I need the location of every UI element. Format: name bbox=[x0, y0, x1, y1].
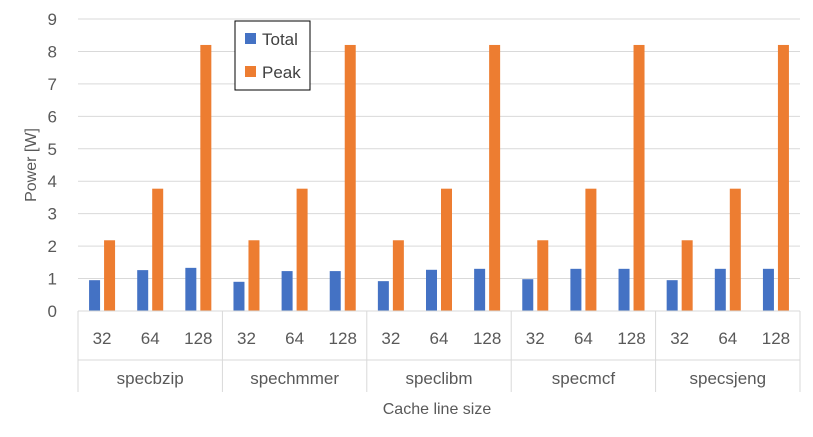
bar-total-specbzip-64 bbox=[137, 270, 149, 311]
bar-peak-speclibm-64 bbox=[441, 188, 452, 311]
bar-peak-specsjeng-32 bbox=[681, 240, 693, 311]
bar-total-specmcf-32 bbox=[522, 279, 534, 311]
x-category-label: 128 bbox=[762, 329, 790, 348]
x-category-label: 64 bbox=[285, 329, 304, 348]
x-category-label: 32 bbox=[237, 329, 256, 348]
y-tick-label: 5 bbox=[48, 140, 57, 159]
bar-total-specmcf-128 bbox=[618, 268, 630, 311]
y-axis-title: Power [W] bbox=[23, 128, 40, 202]
y-axis-ticks: 0 1 2 3 4 5 6 7 8 9 bbox=[48, 10, 57, 321]
bar-peak-specbzip-64 bbox=[152, 188, 164, 311]
bar-peak-speclibm-128 bbox=[489, 44, 501, 311]
y-tick-label: 3 bbox=[48, 205, 57, 224]
x-category-label: 32 bbox=[381, 329, 400, 348]
y-tick-label: 7 bbox=[48, 75, 57, 94]
legend-swatch-total bbox=[245, 33, 256, 44]
bar-peak-spechmmer-128 bbox=[344, 44, 356, 311]
x-category-label: 32 bbox=[670, 329, 689, 348]
legend-label-total: Total bbox=[262, 30, 298, 49]
x-category-label: 32 bbox=[526, 329, 545, 348]
y-tick-label: 6 bbox=[48, 107, 57, 126]
bar-peak-specsjeng-64 bbox=[729, 188, 741, 311]
x-category-label: 128 bbox=[617, 329, 645, 348]
y-tick-label: 2 bbox=[48, 237, 57, 256]
x-group-label: speclibm bbox=[405, 369, 472, 388]
bar-peak-specmcf-32 bbox=[537, 240, 549, 311]
bar-peak-specmcf-128 bbox=[633, 44, 645, 311]
bar-total-speclibm-128 bbox=[474, 268, 486, 311]
legend: Total Peak bbox=[234, 20, 311, 91]
bar-total-speclibm-64 bbox=[426, 269, 437, 311]
gridlines bbox=[78, 18, 800, 312]
bar-peak-spechmmer-32 bbox=[248, 240, 260, 311]
x-category-label: 128 bbox=[329, 329, 357, 348]
bar-peak-speclibm-32 bbox=[392, 240, 404, 311]
bar-peak-specsjeng-128 bbox=[777, 44, 789, 311]
bar-total-spechmmer-128 bbox=[329, 271, 341, 311]
bar-peak-specbzip-128 bbox=[200, 44, 212, 311]
x-category-label: 64 bbox=[430, 329, 449, 348]
bar-total-spechmmer-64 bbox=[281, 271, 293, 311]
bars bbox=[89, 44, 789, 311]
x-axis: 32 64 128 specbzip 32 64 128 spechmmer 32 64 128 sp… bbox=[77, 310, 801, 392]
bar-peak-specmcf-64 bbox=[585, 188, 597, 311]
y-tick-label: 8 bbox=[48, 42, 57, 61]
x-axis-title: Cache line size bbox=[383, 401, 492, 418]
x-category-label: 32 bbox=[93, 329, 112, 348]
x-category-label: 64 bbox=[574, 329, 593, 348]
y-tick-label: 1 bbox=[48, 270, 57, 289]
bar-total-specbzip-128 bbox=[185, 267, 197, 311]
legend-label-peak: Peak bbox=[262, 63, 301, 82]
x-category-label: 64 bbox=[718, 329, 737, 348]
x-group-label: specsjeng bbox=[690, 369, 767, 388]
bar-peak-spechmmer-64 bbox=[296, 188, 308, 311]
y-tick-label: 0 bbox=[48, 302, 57, 321]
legend-box bbox=[234, 20, 311, 91]
bar-total-specbzip-32 bbox=[89, 280, 101, 311]
legend-swatch-peak bbox=[245, 66, 256, 77]
bar-total-spechmmer-32 bbox=[233, 281, 245, 311]
y-tick-label: 4 bbox=[48, 172, 57, 191]
x-group-label: spechmmer bbox=[250, 369, 339, 388]
bar-total-specsjeng-64 bbox=[714, 268, 726, 311]
y-tick-label: 9 bbox=[48, 10, 57, 29]
x-category-label: 128 bbox=[473, 329, 501, 348]
bar-peak-specbzip-32 bbox=[104, 240, 116, 311]
x-group-label: specbzip bbox=[117, 369, 184, 388]
x-group-label: specmcf bbox=[552, 369, 616, 388]
bar-total-specsjeng-32 bbox=[666, 280, 678, 311]
bar-total-specmcf-64 bbox=[570, 268, 582, 311]
x-category-label: 64 bbox=[141, 329, 160, 348]
bar-total-specsjeng-128 bbox=[762, 268, 774, 311]
bar-total-speclibm-32 bbox=[377, 281, 389, 311]
x-category-label: 128 bbox=[184, 329, 212, 348]
